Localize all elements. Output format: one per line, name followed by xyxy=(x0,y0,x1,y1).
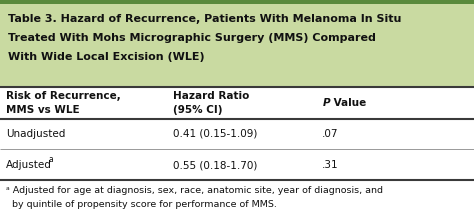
Bar xyxy=(0,150,474,180)
Text: Adjusted: Adjusted xyxy=(6,160,52,170)
Bar xyxy=(0,119,474,149)
Text: a: a xyxy=(49,154,54,164)
Text: MMS vs WLE: MMS vs WLE xyxy=(6,105,79,115)
Text: Table 3. Hazard of Recurrence, Patients With Melanoma In Situ: Table 3. Hazard of Recurrence, Patients … xyxy=(8,14,401,24)
Text: Hazard Ratio: Hazard Ratio xyxy=(173,91,249,101)
Text: Value: Value xyxy=(330,98,366,108)
Bar xyxy=(0,0,474,4)
Text: Unadjusted: Unadjusted xyxy=(6,129,65,139)
Text: Risk of Recurrence,: Risk of Recurrence, xyxy=(6,91,120,101)
Text: 0.41 (0.15-1.09): 0.41 (0.15-1.09) xyxy=(173,129,257,139)
Text: by quintile of propensity score for performance of MMS.: by quintile of propensity score for perf… xyxy=(6,200,277,209)
Text: .31: .31 xyxy=(322,160,339,170)
Bar xyxy=(0,4,474,87)
Bar xyxy=(0,180,474,219)
Bar xyxy=(0,87,474,119)
Text: (95% CI): (95% CI) xyxy=(173,105,222,115)
Text: Treated With Mohs Micrographic Surgery (MMS) Compared: Treated With Mohs Micrographic Surgery (… xyxy=(8,33,376,43)
Text: ᵃ Adjusted for age at diagnosis, sex, race, anatomic site, year of diagnosis, an: ᵃ Adjusted for age at diagnosis, sex, ra… xyxy=(6,186,383,195)
Text: P: P xyxy=(322,98,330,108)
Text: 0.55 (0.18-1.70): 0.55 (0.18-1.70) xyxy=(173,160,257,170)
Text: .07: .07 xyxy=(322,129,339,139)
Text: With Wide Local Excision (WLE): With Wide Local Excision (WLE) xyxy=(8,52,205,62)
